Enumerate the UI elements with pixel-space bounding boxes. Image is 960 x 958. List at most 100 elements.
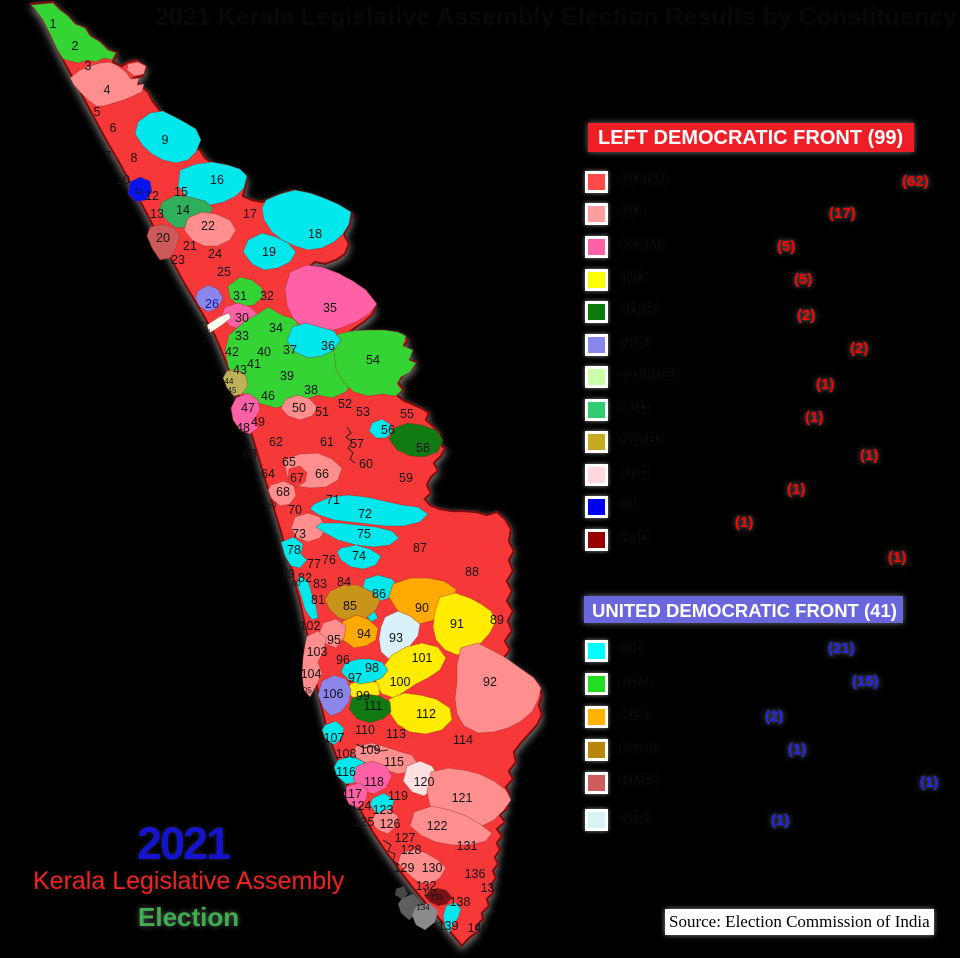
svg-text:113: 113: [386, 727, 406, 741]
svg-text:21: 21: [183, 239, 197, 253]
svg-text:56: 56: [381, 423, 395, 437]
svg-text:9: 9: [162, 133, 169, 147]
svg-text:100: 100: [390, 675, 411, 689]
svg-text:25: 25: [217, 265, 231, 279]
svg-text:64: 64: [261, 467, 275, 481]
svg-text:39: 39: [280, 369, 294, 383]
svg-text:69: 69: [268, 501, 277, 510]
svg-text:107: 107: [324, 731, 345, 745]
svg-text:18: 18: [308, 227, 322, 241]
svg-text:74: 74: [352, 549, 366, 563]
svg-text:34: 34: [269, 321, 283, 335]
svg-text:125: 125: [354, 815, 375, 829]
svg-text:130: 130: [422, 861, 443, 875]
svg-text:27: 27: [200, 321, 209, 330]
svg-text:67: 67: [290, 471, 304, 485]
svg-text:120: 120: [414, 775, 435, 789]
svg-text:52: 52: [338, 397, 352, 411]
svg-text:79: 79: [281, 567, 295, 581]
svg-text:86: 86: [372, 587, 386, 601]
svg-text:45: 45: [228, 386, 237, 395]
svg-text:83: 83: [313, 577, 327, 591]
svg-text:7: 7: [105, 149, 112, 163]
svg-text:30: 30: [235, 311, 249, 325]
svg-text:75: 75: [357, 527, 371, 541]
svg-text:138: 138: [450, 895, 471, 909]
svg-text:48: 48: [236, 421, 250, 435]
svg-text:22: 22: [201, 219, 215, 233]
svg-text:80: 80: [292, 579, 301, 588]
svg-text:115: 115: [384, 755, 404, 769]
svg-text:95: 95: [327, 633, 341, 647]
svg-text:139: 139: [438, 919, 459, 933]
svg-text:78: 78: [287, 543, 301, 557]
svg-text:43: 43: [233, 363, 247, 377]
svg-text:105: 105: [298, 686, 312, 695]
svg-text:91: 91: [450, 617, 464, 631]
svg-text:85: 85: [343, 599, 357, 613]
svg-text:89: 89: [490, 613, 504, 627]
svg-text:50: 50: [292, 401, 306, 415]
svg-text:32: 32: [260, 289, 274, 303]
svg-text:136: 136: [465, 867, 486, 881]
svg-text:81: 81: [311, 593, 325, 607]
svg-text:122: 122: [427, 819, 448, 833]
svg-text:63: 63: [243, 447, 257, 461]
svg-text:23: 23: [171, 253, 185, 267]
svg-text:17: 17: [243, 207, 257, 221]
svg-text:124: 124: [351, 799, 372, 813]
svg-text:128: 128: [401, 843, 422, 857]
svg-text:87: 87: [413, 541, 427, 555]
svg-text:14: 14: [176, 203, 190, 217]
svg-text:123: 123: [373, 803, 394, 817]
svg-text:82: 82: [298, 571, 312, 585]
svg-text:31: 31: [233, 289, 247, 303]
svg-text:12: 12: [145, 189, 159, 203]
svg-text:73: 73: [292, 527, 306, 541]
svg-text:62: 62: [269, 435, 283, 449]
svg-text:2: 2: [72, 39, 79, 53]
svg-text:46: 46: [261, 389, 275, 403]
svg-text:98: 98: [365, 661, 379, 675]
svg-text:70: 70: [288, 503, 302, 517]
svg-text:54: 54: [366, 353, 380, 367]
svg-text:24: 24: [208, 247, 222, 261]
svg-text:41: 41: [247, 357, 261, 371]
svg-text:28: 28: [202, 328, 211, 337]
svg-text:90: 90: [415, 601, 429, 615]
svg-text:4: 4: [104, 83, 111, 97]
svg-text:116: 116: [336, 765, 356, 779]
svg-text:135: 135: [430, 893, 444, 902]
svg-text:134: 134: [416, 903, 430, 912]
svg-text:132: 132: [416, 879, 437, 893]
svg-text:40: 40: [257, 345, 271, 359]
svg-text:49: 49: [251, 415, 265, 429]
svg-text:65: 65: [282, 455, 296, 469]
svg-text:71: 71: [326, 493, 340, 507]
svg-text:58: 58: [416, 441, 430, 455]
svg-text:60: 60: [359, 457, 373, 471]
svg-text:15: 15: [174, 185, 188, 199]
svg-text:137: 137: [481, 881, 502, 895]
svg-text:77: 77: [307, 557, 321, 571]
svg-text:19: 19: [262, 245, 276, 259]
svg-text:37: 37: [283, 343, 297, 357]
svg-text:55: 55: [400, 407, 414, 421]
svg-text:72: 72: [358, 507, 372, 521]
svg-text:76: 76: [322, 553, 336, 567]
svg-text:103: 103: [307, 645, 328, 659]
svg-text:127: 127: [395, 831, 416, 845]
svg-text:118: 118: [364, 775, 384, 789]
svg-text:92: 92: [483, 675, 497, 689]
svg-text:44: 44: [225, 377, 234, 386]
svg-text:99: 99: [356, 689, 370, 703]
svg-text:57: 57: [350, 437, 364, 451]
svg-text:1: 1: [50, 17, 57, 31]
svg-text:133: 133: [423, 889, 437, 898]
svg-text:111: 111: [363, 699, 382, 713]
svg-text:112: 112: [416, 707, 436, 721]
svg-text:97: 97: [348, 671, 362, 685]
svg-text:119: 119: [388, 789, 408, 803]
svg-text:108: 108: [336, 747, 357, 761]
svg-text:16: 16: [210, 173, 224, 187]
